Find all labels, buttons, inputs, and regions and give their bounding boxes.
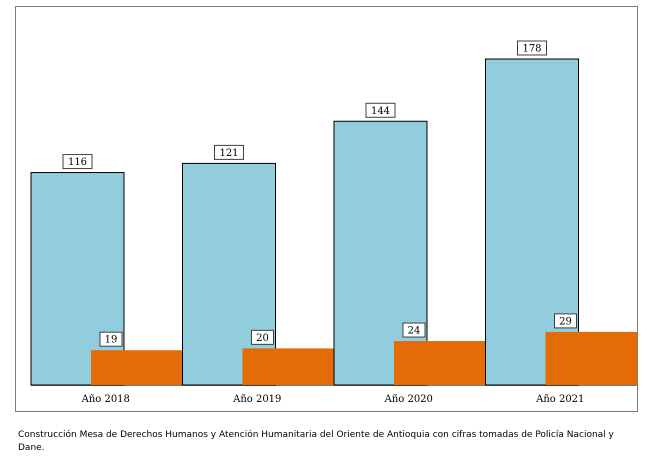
bar-chart: 116 19 Año 2018 121 20 Año 2019 144 24 Año 2020 1… [30, 40, 638, 405]
svg-text:116: 116 [68, 157, 87, 168]
data-label-series2-3: 29 [554, 313, 577, 329]
x-tick-label-3: Año 2021 [535, 394, 584, 405]
bar-series2-3 [545, 331, 638, 385]
svg-text:24: 24 [408, 326, 421, 337]
bar-series1-3 [485, 58, 579, 386]
svg-text:19: 19 [105, 335, 118, 346]
bar-series2-1 [242, 348, 335, 385]
bar-series2-0 [91, 350, 183, 385]
data-label-series1-1: 121 [214, 144, 244, 160]
bar-series1-0 [30, 172, 125, 386]
data-label-series2-2: 24 [402, 322, 426, 338]
x-tick-label-1: Año 2019 [232, 394, 281, 405]
x-tick-label-0: Año 2018 [81, 394, 130, 405]
data-label-series1-3: 178 [517, 40, 547, 56]
data-label-series1-0: 116 [62, 154, 93, 170]
svg-text:178: 178 [522, 44, 541, 55]
svg-text:20: 20 [256, 333, 269, 344]
data-label-series1-2: 144 [365, 102, 396, 118]
svg-text:29: 29 [559, 316, 572, 327]
bar-series2-2 [394, 341, 486, 385]
source-note: Construcción Mesa de Derechos Humanos y … [18, 430, 614, 453]
data-label-series2-0: 19 [99, 331, 123, 347]
chart-frame: 116 19 Año 2018 121 20 Año 2019 144 24 Año 2020 1… [15, 6, 638, 412]
bar-series1-1 [182, 162, 276, 386]
svg-text:144: 144 [371, 106, 390, 117]
x-tick-label-2: Año 2020 [384, 394, 433, 405]
svg-text:121: 121 [219, 148, 238, 159]
data-label-series2-1: 20 [251, 329, 274, 345]
